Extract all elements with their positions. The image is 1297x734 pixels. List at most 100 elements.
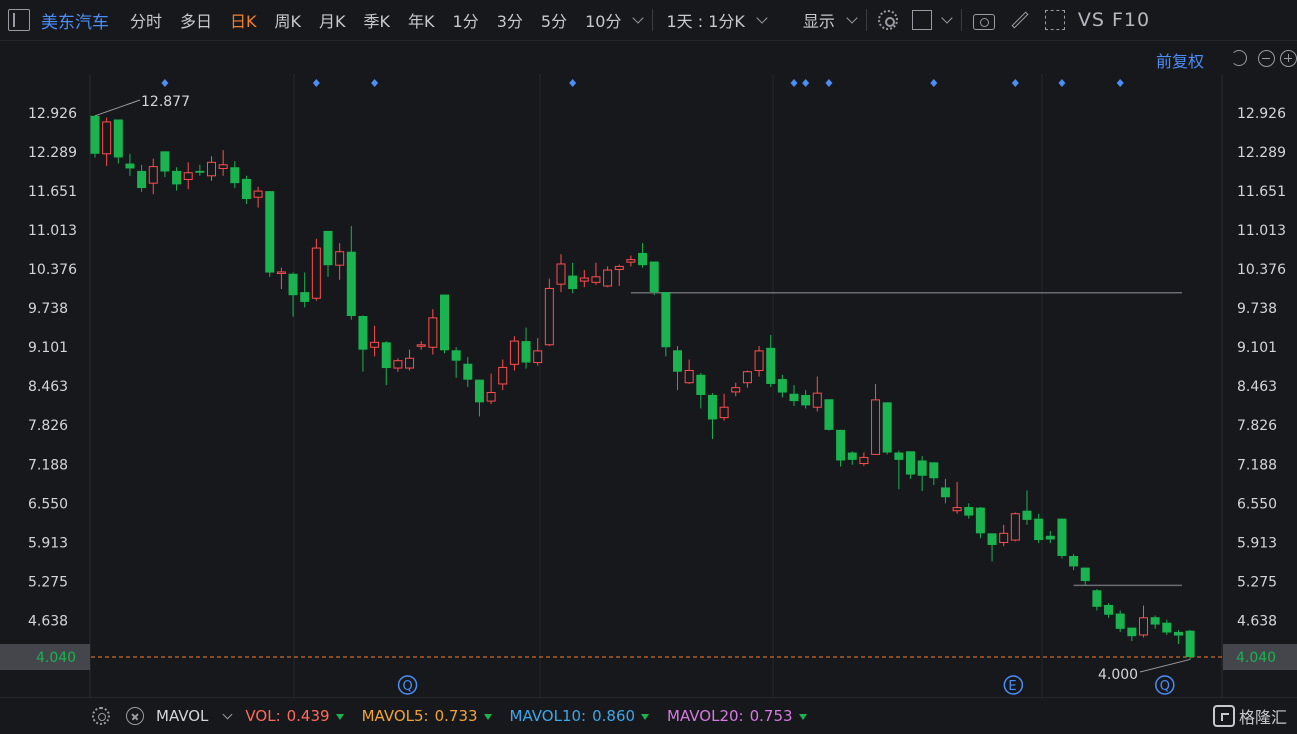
candle <box>137 164 147 192</box>
candle <box>381 341 391 386</box>
candle-body-down <box>1185 630 1195 657</box>
y-tick-label-left: 6.550 <box>28 496 68 512</box>
candle <box>172 167 182 191</box>
tab-quarterly-k[interactable]: 季K <box>363 12 391 31</box>
candle-body-down <box>90 115 100 154</box>
screenshot-camera-icon[interactable] <box>972 13 995 30</box>
tab-5min[interactable]: 5分 <box>540 12 568 31</box>
indicator-close-icon[interactable] <box>126 707 144 725</box>
candle-body-down <box>160 151 170 172</box>
chart-style-square-icon[interactable] <box>911 10 932 30</box>
logo-mark-icon <box>1212 705 1235 727</box>
y-tick-label-right: 7.188 <box>1237 457 1277 473</box>
candle-body-down <box>568 275 578 290</box>
candle-body-up <box>754 350 764 371</box>
candle-body-down <box>906 451 915 475</box>
tab-weekly-k[interactable]: 周K <box>274 12 302 31</box>
fullscreen-expand-icon[interactable] <box>1044 10 1065 30</box>
candle-body-down <box>987 533 997 545</box>
candle <box>614 264 624 287</box>
candle <box>568 262 578 294</box>
candle-body-down <box>1162 622 1172 633</box>
event-diamond-marker <box>825 79 833 87</box>
candle <box>1173 630 1183 645</box>
candle-body-down <box>824 399 834 430</box>
candle <box>882 402 892 455</box>
candle <box>696 372 706 409</box>
toolbar: 美东汽车 分时 多日 日K 周K 月K 季K 年K 1分 3分 5分 10分 1… <box>0 0 1297 41</box>
tab-10min[interactable]: 10分 <box>585 12 622 31</box>
candle-body-down <box>801 394 811 406</box>
candle <box>603 266 613 288</box>
tab-intraday[interactable]: 分时 <box>130 12 163 31</box>
candle <box>393 358 403 372</box>
candle-body-down <box>241 178 251 200</box>
candle-body-down <box>649 261 659 293</box>
display-menu[interactable]: 显示 <box>802 12 835 31</box>
y-tick-label-right: 11.013 <box>1237 223 1286 239</box>
candle <box>952 481 962 514</box>
candle-body-down <box>137 170 147 189</box>
toolbar-divider <box>652 9 654 31</box>
candle-body-up <box>603 269 613 287</box>
tab-yearly-k[interactable]: 年K <box>408 12 435 31</box>
candle <box>661 292 671 357</box>
indicator-chevron-icon[interactable] <box>222 709 233 719</box>
tab-monthly-k[interactable]: 月K <box>319 12 346 31</box>
tab-3min[interactable]: 3分 <box>496 12 523 31</box>
price-adjust-select[interactable]: 前复权 <box>1156 52 1205 71</box>
down-triangle-icon <box>483 713 492 720</box>
settings-gear-icon[interactable] <box>877 10 898 30</box>
candle-body-down <box>894 452 904 460</box>
candle-body-down <box>1104 604 1114 615</box>
candlestick-chart[interactable]: Q E Q 12.926 12.926 12.289 12.289 11.651 11.651… <box>0 0 1297 697</box>
candle-body-down <box>195 170 205 173</box>
y-tick-label-right: 5.275 <box>1237 574 1277 590</box>
tab-1min[interactable]: 1分 <box>452 12 479 31</box>
y-tick-label-left: 12.289 <box>28 145 77 161</box>
candle-body-up <box>742 371 752 384</box>
candle <box>498 359 508 391</box>
candle <box>265 191 275 277</box>
sidebar-toggle-icon[interactable] <box>8 9 30 31</box>
event-circle-marker <box>1155 675 1175 695</box>
indicator-name[interactable]: MAVOL <box>156 707 209 725</box>
candle-body-up <box>335 251 345 266</box>
candle-body-up <box>218 164 228 169</box>
candle-body-down <box>1092 590 1102 607</box>
candle-body-down <box>440 294 449 351</box>
candle-body-down <box>1127 627 1137 637</box>
indicator-settings-gear-icon[interactable] <box>92 707 110 725</box>
zoom-out-icon[interactable] <box>1258 50 1275 67</box>
reset-undo-icon[interactable] <box>1231 50 1247 66</box>
candle-body-up <box>370 341 380 348</box>
mavol10-readout: MAVOL10: 0.860 <box>510 707 650 725</box>
candle <box>346 226 356 320</box>
vs-f10-button[interactable]: VS F10 <box>1077 9 1151 31</box>
candle-body-up <box>731 387 741 393</box>
candle <box>859 452 869 466</box>
period-select[interactable]: 1天 : 1分K <box>666 12 745 31</box>
candle-body-down <box>707 394 717 420</box>
candle <box>766 334 776 388</box>
stock-name[interactable]: 美东汽车 <box>41 12 109 33</box>
candle <box>847 451 857 465</box>
event-diamond-marker <box>1011 79 1019 87</box>
candle <box>544 278 554 347</box>
tab-multi-day[interactable]: 多日 <box>180 12 213 31</box>
candle <box>1115 610 1125 632</box>
candle-body-up <box>952 507 962 512</box>
candle-body-down <box>172 170 182 185</box>
candle-body-down <box>917 460 927 476</box>
event-diamond-marker <box>790 79 798 87</box>
tab-daily-k[interactable]: 日K <box>230 12 257 31</box>
y-tick-label-left: 5.913 <box>28 535 68 551</box>
candle <box>1080 567 1090 586</box>
candle-body-up <box>614 265 624 270</box>
candle <box>742 370 752 388</box>
candle <box>1010 512 1020 542</box>
candle-body-down <box>1173 631 1183 636</box>
candle-body-down <box>1069 555 1079 567</box>
candle-body-up <box>393 360 403 369</box>
